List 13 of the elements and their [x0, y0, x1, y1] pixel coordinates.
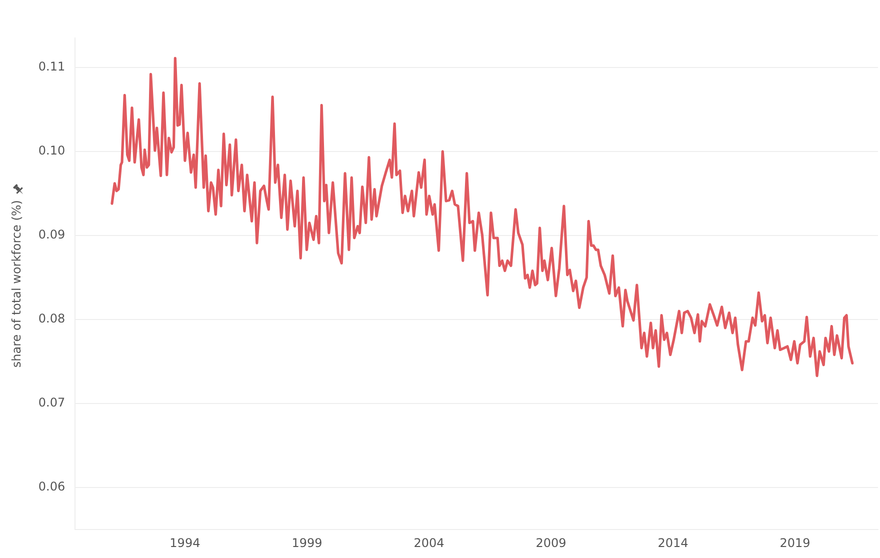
x-tick-label: 2004: [414, 536, 444, 550]
y-tick-label: 0.11: [38, 60, 66, 74]
y-tick-label: 0.06: [38, 480, 66, 494]
y-axis-title: share of total workforce (%): [9, 200, 24, 368]
y-tick-label: 0.07: [38, 396, 66, 410]
x-tick-label: 2014: [658, 536, 688, 550]
x-tick-label: 2019: [780, 536, 810, 550]
y-tick-label: 0.08: [38, 312, 66, 326]
x-tick-label: 1994: [170, 536, 200, 550]
y-tick-label: 0.09: [38, 228, 66, 242]
y-tick-label: 0.10: [38, 144, 66, 158]
x-tick-label: 2009: [536, 536, 566, 550]
x-tick-label: 1999: [292, 536, 322, 550]
